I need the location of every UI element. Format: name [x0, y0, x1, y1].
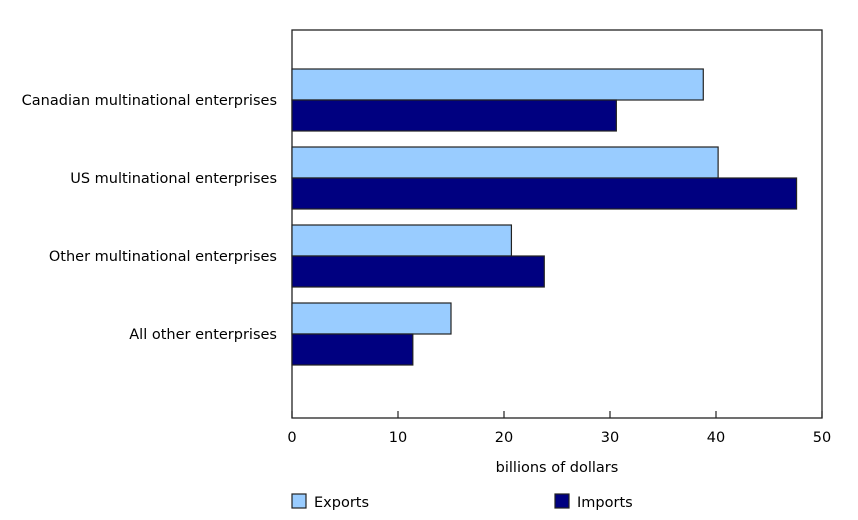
bar-imports [291, 255, 545, 288]
x-tick-label: 10 [389, 430, 407, 446]
legend-label-imports: Imports [577, 495, 633, 511]
x-axis-label: billions of dollars [496, 460, 619, 476]
category-label: Canadian multinational enterprises [22, 93, 277, 109]
legend-swatch-exports [291, 493, 307, 509]
x-tick-label: 20 [495, 430, 513, 446]
bar-exports [291, 68, 704, 101]
bar-imports [291, 99, 617, 132]
bar-exports [291, 224, 513, 257]
x-tick-label: 30 [601, 430, 619, 446]
legend-label-exports: Exports [314, 495, 369, 511]
legend-swatch-imports [554, 493, 570, 509]
bar-imports [291, 333, 414, 366]
category-label: US multinational enterprises [70, 171, 277, 187]
bar-imports [291, 177, 798, 210]
bar-exports [291, 146, 719, 179]
bar-exports [291, 302, 452, 335]
category-label: Other multinational enterprises [49, 249, 277, 265]
x-tick-label: 50 [813, 430, 831, 446]
x-tick-label: 0 [287, 430, 296, 446]
category-label: All other enterprises [129, 327, 277, 343]
x-tick-label: 40 [707, 430, 725, 446]
